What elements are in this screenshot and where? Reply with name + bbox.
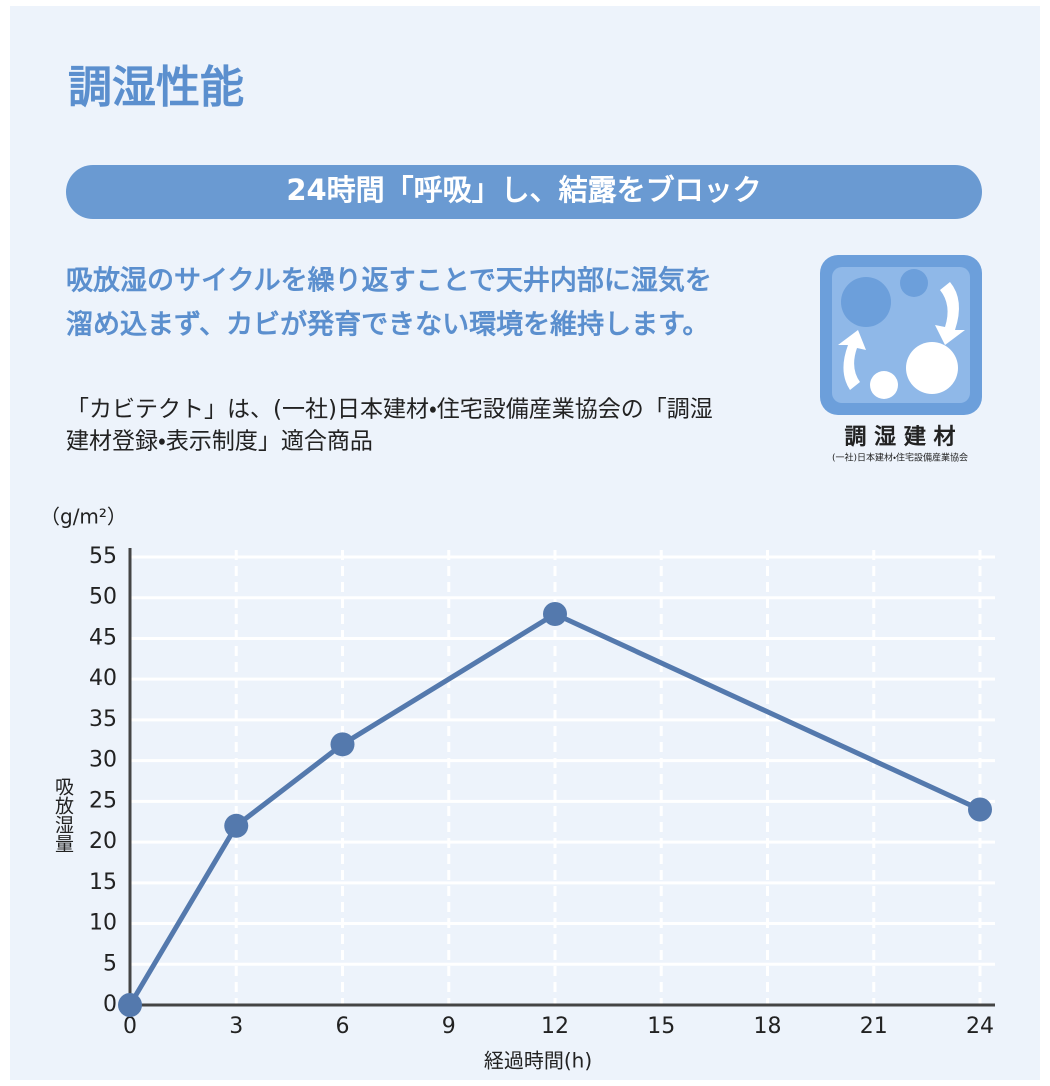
plot: 0 5 10 15 20 25 30 35 40 45 50 55 0 3 6 9 12 15 18 21 24 [89, 544, 995, 1039]
banner [66, 165, 982, 219]
x-tick-label: 18 [754, 1014, 782, 1039]
y-tick-label: 45 [89, 625, 117, 650]
logo-label: 調 湿 建 材 [845, 425, 956, 450]
x-tick-label: 12 [541, 1014, 569, 1039]
unit-label: （g/m²） [40, 505, 127, 529]
y-tick-label: 40 [89, 666, 117, 691]
data-point [543, 602, 567, 627]
y-tick-label: 5 [103, 951, 117, 976]
logo-org: (一社)日本建材・住宅設備産業協会 [832, 452, 968, 464]
y-tick-label: 10 [89, 911, 117, 936]
x-tick-label: 9 [442, 1014, 456, 1039]
lead-line: 溜め込まず、カビが発育できない環境を維持します。 [66, 309, 709, 341]
banner-text: 24時間「呼吸」し、結露をブロック [286, 173, 761, 207]
logo [820, 255, 982, 415]
x-axis-label: 経過時間(h) [484, 1049, 592, 1073]
note-line: 「カビテクト」は、(一社)日本建材・住宅設備産業協会の「調湿 [66, 397, 713, 423]
y-tick-label: 30 [89, 748, 117, 773]
note-line: 建材登録・表示制度」適合商品 [66, 429, 373, 455]
data-point [968, 797, 992, 822]
y-axis-label: 吸放湿量 [52, 777, 74, 853]
x-tick-label: 15 [647, 1014, 675, 1039]
y-tick-label: 35 [89, 707, 117, 732]
x-tick-label: 21 [860, 1014, 888, 1039]
x-tick-label: 6 [336, 1014, 350, 1039]
title: 調湿性能 [68, 62, 244, 113]
x-tick-label: 3 [229, 1014, 243, 1039]
y-tick-label: 20 [89, 829, 117, 854]
data-point [224, 813, 249, 838]
y-tick-label: 25 [89, 788, 117, 813]
x-tick-label: 24 [966, 1014, 994, 1039]
y-tick-label: 0 [103, 992, 117, 1017]
data-point [330, 732, 355, 757]
y-tick-label: 15 [89, 870, 117, 895]
y-tick-label: 55 [89, 544, 117, 569]
y-tick-label: 50 [89, 585, 117, 610]
x-tick-label: 0 [123, 1014, 137, 1039]
lead-line: 吸放湿のサイクルを繰り返すことで天井内部に湿気を [66, 265, 712, 297]
data-point [118, 993, 142, 1017]
